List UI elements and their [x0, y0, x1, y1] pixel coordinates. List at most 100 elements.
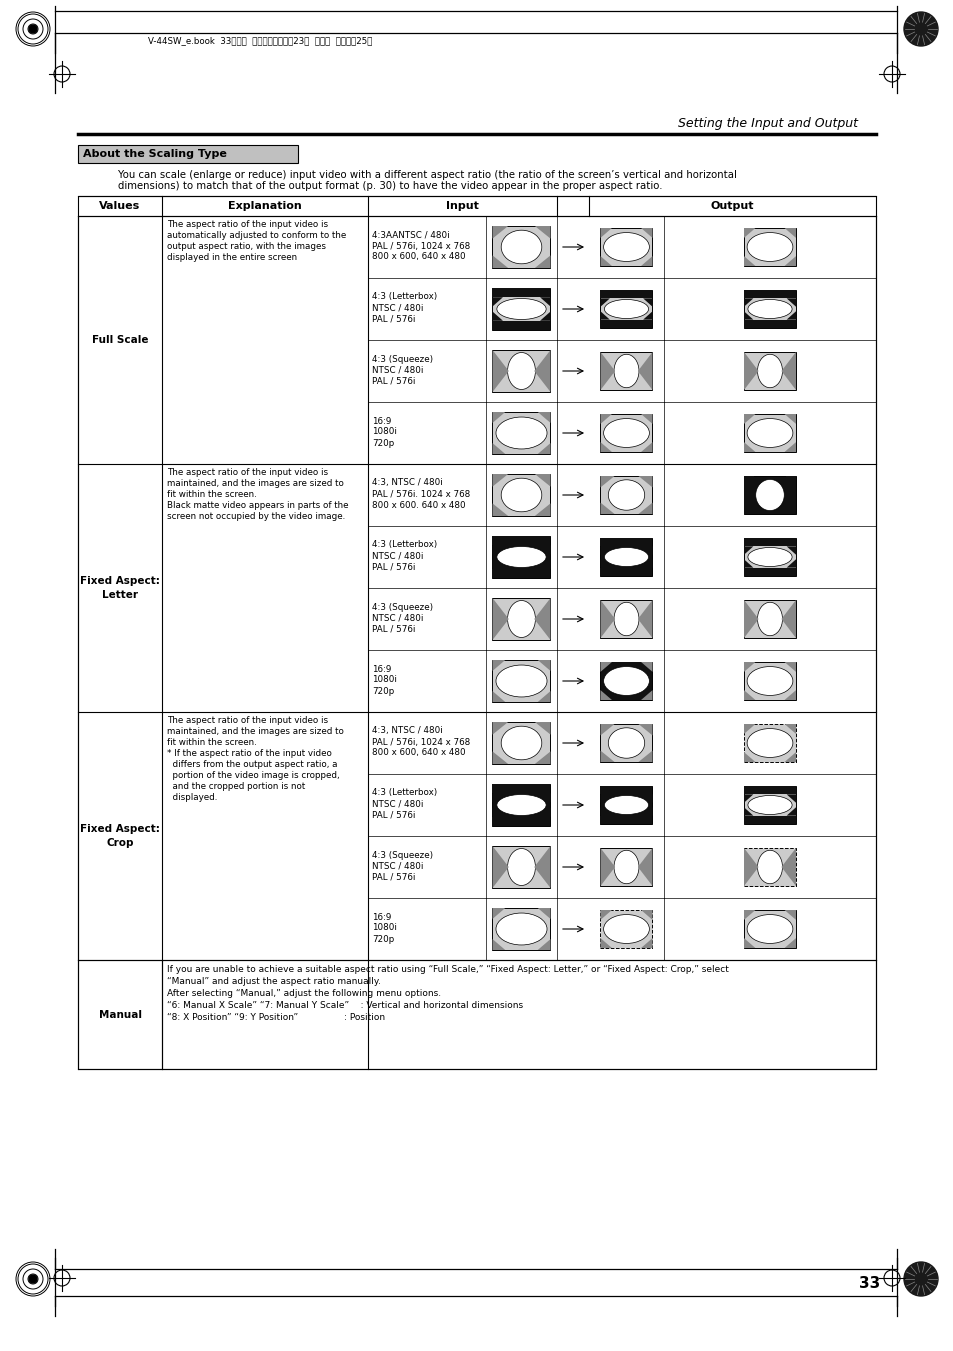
Bar [743, 228, 795, 266]
Polygon shape [783, 690, 795, 700]
Polygon shape [539, 808, 550, 817]
Bar [599, 320, 652, 328]
Polygon shape [640, 662, 652, 671]
Polygon shape [743, 753, 755, 762]
Polygon shape [535, 226, 550, 239]
Polygon shape [783, 911, 795, 920]
Text: NTSC / 480i: NTSC / 480i [372, 304, 423, 312]
Polygon shape [638, 751, 652, 762]
Polygon shape [539, 793, 550, 802]
Text: 4:3 (Squeeze): 4:3 (Squeeze) [372, 603, 433, 612]
Text: NTSC / 480i: NTSC / 480i [372, 800, 423, 808]
Polygon shape [786, 311, 795, 320]
Ellipse shape [500, 727, 541, 759]
Polygon shape [743, 546, 753, 555]
Polygon shape [492, 598, 508, 640]
Bar [743, 786, 795, 824]
Polygon shape [638, 476, 652, 488]
Ellipse shape [497, 299, 545, 319]
Bar [743, 290, 795, 328]
Ellipse shape [747, 547, 791, 566]
Polygon shape [599, 662, 611, 671]
Text: The aspect ratio of the input video is: The aspect ratio of the input video is [167, 716, 328, 725]
Ellipse shape [757, 603, 781, 636]
Text: 1080i: 1080i [372, 676, 396, 685]
Bar [743, 816, 795, 824]
Polygon shape [539, 546, 550, 554]
Polygon shape [642, 311, 652, 320]
Polygon shape [642, 808, 652, 816]
Polygon shape [492, 846, 508, 888]
Text: displayed.: displayed. [167, 793, 217, 802]
Bar [743, 476, 754, 513]
Polygon shape [534, 598, 550, 640]
Polygon shape [492, 504, 508, 516]
Polygon shape [599, 911, 611, 920]
Ellipse shape [507, 601, 535, 638]
Text: maintained, and the images are sized to: maintained, and the images are sized to [167, 480, 343, 488]
Ellipse shape [507, 353, 535, 389]
Bar [599, 413, 652, 453]
Bar [599, 816, 652, 824]
Text: fit within the screen.: fit within the screen. [167, 738, 256, 747]
Polygon shape [599, 546, 609, 555]
Text: 4:3 (Squeeze): 4:3 (Squeeze) [372, 354, 433, 363]
Bar [599, 696, 652, 700]
Bar [743, 413, 795, 453]
Ellipse shape [496, 665, 546, 697]
Text: 4:3 (Letterbox): 4:3 (Letterbox) [372, 540, 436, 550]
Bar [743, 600, 795, 638]
Bar [492, 817, 550, 825]
Polygon shape [537, 661, 550, 671]
Bar [743, 320, 795, 328]
Polygon shape [492, 443, 505, 454]
Text: You can scale (enlarge or reduce) input video with a different aspect ratio (the: You can scale (enlarge or reduce) input … [118, 170, 736, 180]
Polygon shape [492, 793, 502, 802]
Polygon shape [786, 546, 795, 555]
Polygon shape [743, 353, 758, 390]
Text: 4:3AANTSC / 480i: 4:3AANTSC / 480i [372, 231, 449, 239]
Polygon shape [599, 503, 614, 513]
Text: Letter: Letter [102, 590, 138, 600]
Text: 800 x 600, 640 x 480: 800 x 600, 640 x 480 [372, 253, 465, 262]
Polygon shape [599, 299, 609, 307]
Polygon shape [743, 938, 755, 948]
Text: PAL / 576i: PAL / 576i [372, 377, 415, 385]
Polygon shape [599, 257, 611, 266]
Polygon shape [599, 600, 615, 638]
Bar [743, 538, 795, 576]
Polygon shape [783, 442, 795, 453]
Polygon shape [638, 353, 652, 390]
Polygon shape [783, 662, 795, 671]
Bar [599, 567, 652, 576]
Polygon shape [492, 297, 502, 307]
Text: 800 x 600. 640 x 480: 800 x 600. 640 x 480 [372, 500, 465, 509]
Ellipse shape [608, 480, 644, 511]
Text: 720p: 720p [372, 439, 394, 447]
Text: About the Scaling Type: About the Scaling Type [83, 149, 227, 159]
Ellipse shape [747, 300, 791, 319]
Bar [492, 288, 550, 330]
Ellipse shape [497, 794, 545, 816]
Bar [492, 288, 550, 297]
Polygon shape [640, 911, 652, 920]
Text: PAL / 576i, 1024 x 768: PAL / 576i, 1024 x 768 [372, 738, 470, 747]
Polygon shape [640, 228, 652, 238]
Bar [599, 786, 652, 794]
Polygon shape [642, 299, 652, 307]
Text: 4:3, NTSC / 480i: 4:3, NTSC / 480i [372, 478, 442, 488]
Ellipse shape [746, 915, 792, 943]
Ellipse shape [614, 354, 639, 388]
Polygon shape [642, 559, 652, 567]
Polygon shape [781, 353, 795, 390]
Polygon shape [492, 350, 508, 392]
Polygon shape [743, 442, 755, 453]
Ellipse shape [603, 915, 649, 943]
Text: Values: Values [99, 201, 140, 211]
Polygon shape [743, 848, 758, 886]
Polygon shape [492, 226, 508, 239]
Polygon shape [537, 939, 550, 950]
Text: displayed in the entire screen: displayed in the entire screen [167, 253, 296, 262]
Polygon shape [492, 255, 508, 267]
Text: output aspect ratio, with the images: output aspect ratio, with the images [167, 242, 326, 251]
